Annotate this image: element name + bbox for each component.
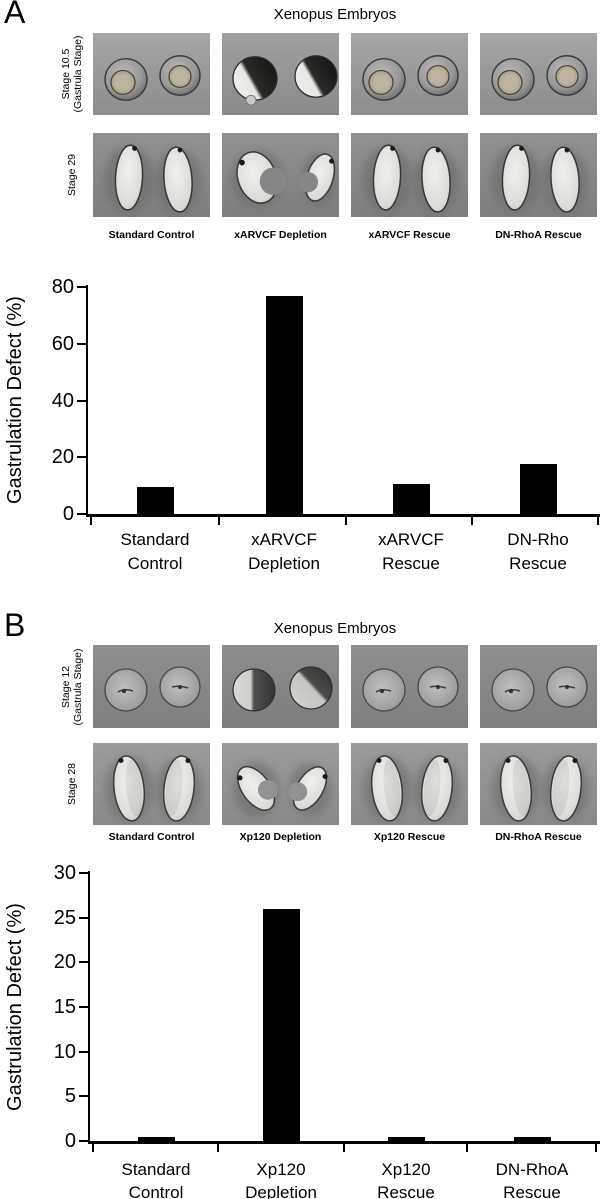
- embryo-photo-tadpoles: [480, 133, 597, 217]
- embryo-photo-spheres-split: [222, 33, 339, 115]
- y-tick-label: 25: [53, 906, 76, 929]
- embryo-photo-spheres-spot: [93, 645, 210, 728]
- panel-b: B Xenopus Embryos Stage 12 (Gastrula Stag…: [0, 602, 603, 1199]
- column-label: Standard Control: [108, 831, 195, 843]
- x-category-label: Standard Control: [120, 530, 190, 573]
- column-label: xARVCF Depletion: [234, 229, 327, 241]
- x-tick: [345, 516, 347, 525]
- y-tick-label: 60: [51, 332, 74, 355]
- y-tick: [79, 872, 88, 874]
- embryo-photo-beans: [351, 743, 468, 825]
- embryo-photo-beans-bent: [222, 743, 339, 825]
- x-tick: [218, 516, 220, 525]
- panel-b-letter: B: [4, 607, 26, 643]
- x-tick: [90, 516, 92, 525]
- x-tick: [466, 1143, 468, 1152]
- y-tick-label: 40: [51, 389, 74, 412]
- x-tick: [595, 1143, 597, 1152]
- x-axis: [85, 514, 600, 517]
- y-tick: [79, 1050, 88, 1053]
- embryo-photo-spheres-split2: [222, 645, 339, 728]
- x-axis: [87, 1141, 600, 1144]
- embryo-photo-beans: [480, 743, 597, 825]
- y-tick: [79, 916, 88, 919]
- panel-a-title: Xenopus Embryos: [273, 6, 397, 23]
- panel-a-bar-chart: 0 20 40 60 80 Standard Control xARVCF Depletion x…: [4, 276, 600, 573]
- x-category-label: Xp120 Depletion: [245, 1160, 317, 1199]
- y-tick: [77, 286, 86, 288]
- bar-xARVCF-Depletion: [265, 295, 303, 514]
- y-tick: [77, 342, 86, 345]
- bar-Xp120-Depletion: [262, 908, 300, 1141]
- embryo-photo-tadpoles: [351, 133, 468, 217]
- embryo-photo-beans: [93, 743, 210, 825]
- embryo-photo-spheres-spot: [351, 645, 468, 728]
- panel-b-title: Xenopus Embryos: [273, 620, 397, 637]
- y-tick: [77, 456, 86, 459]
- embryo-photo-tadpoles-bent: [222, 133, 339, 217]
- x-category-label: xARVCF Depletion: [248, 530, 320, 573]
- embryo-photo-spheres-ring: [93, 33, 210, 115]
- y-axis-title: Gastrulation Defect (%): [4, 903, 26, 1111]
- panel-a: A Xenopus Embryos Stage 10.5 (Gastrula St…: [4, 0, 600, 573]
- embryo-photo-tadpoles: [93, 133, 210, 217]
- y-tick-label: 15: [53, 996, 76, 1018]
- x-category-label: DN-Rho Rescue: [507, 530, 569, 573]
- y-tick: [79, 1006, 88, 1008]
- column-label: DN-RhoA Rescue: [495, 229, 582, 241]
- bar-DN-RhoA-Rescue: [513, 1136, 551, 1141]
- embryo-photo-spheres-spot: [480, 645, 597, 728]
- x-tick: [92, 1143, 94, 1152]
- y-tick-label: 20: [51, 446, 74, 469]
- x-category-label: DN-RhoA Rescue: [495, 1160, 569, 1199]
- y-tick: [77, 399, 86, 402]
- x-category-label: xARVCF Rescue: [378, 530, 444, 573]
- y-tick: [77, 513, 86, 515]
- x-category-label: Standard Control: [121, 1160, 191, 1199]
- y-tick: [79, 1140, 88, 1142]
- x-category-label: Xp120 Rescue: [377, 1160, 435, 1199]
- y-tick-label: 0: [62, 503, 74, 525]
- x-tick: [597, 516, 599, 525]
- y-tick-label: 80: [51, 276, 74, 298]
- bar-DN-Rho-Rescue: [519, 464, 557, 514]
- y-tick-label: 5: [64, 1085, 76, 1108]
- column-label: Xp120 Depletion: [239, 831, 322, 843]
- y-tick-label: 30: [53, 862, 76, 884]
- x-tick: [217, 1143, 219, 1152]
- y-tick-label: 10: [53, 1040, 76, 1063]
- column-label: Standard Control: [108, 229, 195, 241]
- bar-Standard-Control: [136, 487, 174, 514]
- column-label: DN-RhoA Rescue: [495, 831, 582, 843]
- y-axis: [87, 871, 90, 1143]
- panel-b-bar-chart: 0 5 10 15 20 25 30 Standard Control Xp120 Depletio…: [0, 602, 603, 1199]
- y-tick: [79, 1095, 88, 1098]
- embryo-photo-spheres-ring: [480, 33, 597, 115]
- y-axis: [85, 285, 88, 516]
- y-tick-label: 0: [64, 1130, 76, 1152]
- bar-Standard-Control: [137, 1136, 175, 1141]
- column-label: Xp120 Rescue: [373, 831, 446, 843]
- column-label: xARVCF Rescue: [368, 229, 451, 241]
- bar-Xp120-Rescue: [387, 1136, 425, 1141]
- y-tick-label: 20: [53, 951, 76, 974]
- y-tick: [79, 961, 88, 964]
- x-tick: [343, 1143, 345, 1152]
- embryo-photo-spheres-ring: [351, 33, 468, 115]
- y-axis-title: Gastrulation Defect (%): [4, 296, 26, 504]
- x-tick: [471, 516, 473, 525]
- bar-xARVCF-Rescue: [392, 484, 430, 514]
- panel-a-letter: A: [4, 0, 26, 30]
